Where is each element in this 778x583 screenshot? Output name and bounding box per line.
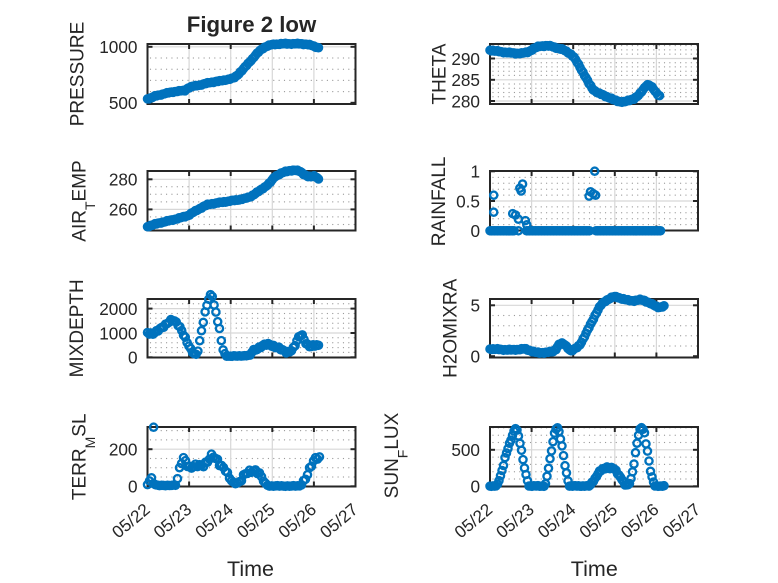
- svg-text:H2OMIXRA: H2OMIXRA: [440, 278, 461, 378]
- svg-text:280: 280: [109, 170, 138, 190]
- svg-text:5: 5: [470, 296, 480, 316]
- svg-text:0: 0: [470, 477, 480, 497]
- svg-text:0: 0: [128, 477, 138, 497]
- svg-text:THETA: THETA: [429, 43, 450, 104]
- svg-text:0: 0: [470, 221, 480, 241]
- svg-text:280: 280: [451, 91, 480, 111]
- svg-text:200: 200: [109, 440, 138, 460]
- svg-text:Time: Time: [571, 557, 618, 581]
- svg-text:260: 260: [109, 200, 138, 220]
- svg-text:0: 0: [470, 347, 480, 367]
- svg-text:2000: 2000: [99, 299, 137, 319]
- svg-text:PRESSURE: PRESSURE: [67, 22, 88, 127]
- svg-text:290: 290: [451, 49, 480, 69]
- svg-text:1: 1: [470, 162, 480, 182]
- svg-text:RAINFALL: RAINFALL: [429, 157, 450, 247]
- svg-text:500: 500: [109, 93, 138, 113]
- svg-text:500: 500: [451, 440, 480, 460]
- svg-text:1000: 1000: [99, 323, 137, 343]
- svg-text:Figure 2 low: Figure 2 low: [187, 12, 317, 37]
- svg-text:285: 285: [451, 70, 480, 90]
- svg-text:MIXDEPTH: MIXDEPTH: [67, 279, 88, 377]
- svg-text:0: 0: [128, 348, 138, 368]
- svg-text:1000: 1000: [99, 37, 137, 57]
- svg-text:Time: Time: [227, 557, 274, 581]
- svg-text:0.5: 0.5: [456, 191, 480, 211]
